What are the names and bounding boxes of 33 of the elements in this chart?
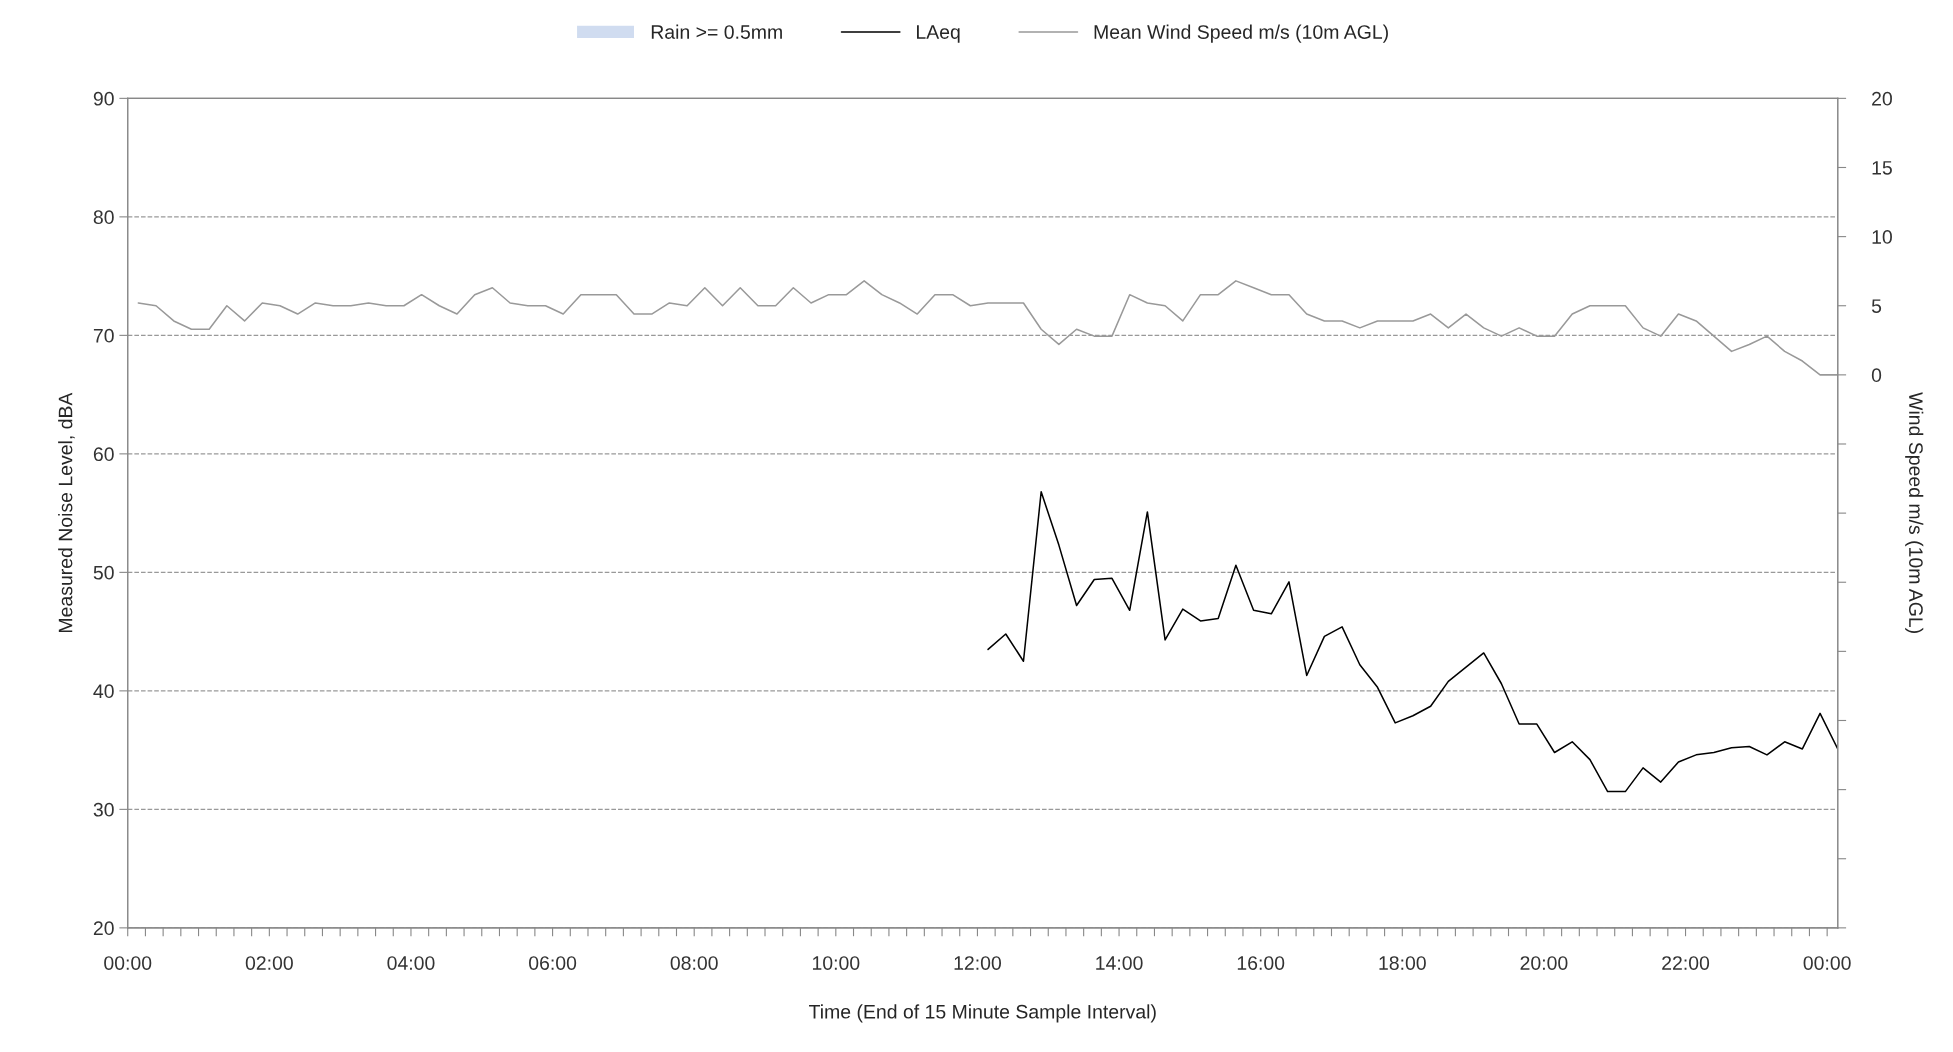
y2-tick-label: 0	[1871, 368, 1882, 383]
y-tick-label: 20	[93, 921, 114, 936]
y2-tick-label: 10	[1872, 230, 1892, 244]
x-tick-label: 00:00	[104, 956, 152, 970]
y-tick-label: 40	[93, 684, 114, 699]
legend-label: Rain >= 0.5mm	[651, 24, 782, 39]
y2-tick-label: 20	[1872, 91, 1892, 106]
x-tick-label: 06:00	[529, 956, 577, 970]
y-axis-title: Measured Noise Level, dBA	[58, 392, 75, 633]
x-tick-label: 04:00	[387, 956, 435, 970]
y-tick-label: 50	[93, 565, 114, 580]
x-tick-label: 10:00	[812, 956, 860, 970]
y2-tick-label: 5	[1871, 299, 1882, 313]
x-tick-label: 18:00	[1379, 956, 1426, 970]
x-tick-label: 20:00	[1520, 956, 1568, 970]
x-tick-label: 00:00	[1803, 956, 1851, 970]
y2-axis-title: Wind Speed m/s (10m AGL)	[1905, 392, 1924, 633]
x-axis-title: Time (End of 15 Minute Sample Interval)	[809, 1004, 1156, 1023]
y-tick-label: 60	[93, 447, 114, 462]
y-tick-label: 30	[93, 802, 114, 817]
x-tick-label: 08:00	[670, 956, 718, 970]
x-tick-label: 16:00	[1237, 956, 1285, 970]
line-series	[987, 491, 1838, 793]
x-tick-label: 22:00	[1662, 956, 1710, 970]
legend-label: Mean Wind Speed m/s (10m AGL)	[1094, 24, 1388, 43]
x-tick-label: 14:00	[1096, 956, 1143, 970]
y-tick-label: 70	[93, 328, 114, 343]
x-tick-label: 02:00	[245, 956, 293, 970]
legend-label: LAeq	[917, 25, 960, 43]
y2-tick-label: 15	[1872, 161, 1892, 175]
y-tick-label: 80	[93, 210, 114, 225]
y-tick-label: 90	[93, 91, 114, 106]
x-tick-label: 12:00	[954, 956, 1002, 970]
